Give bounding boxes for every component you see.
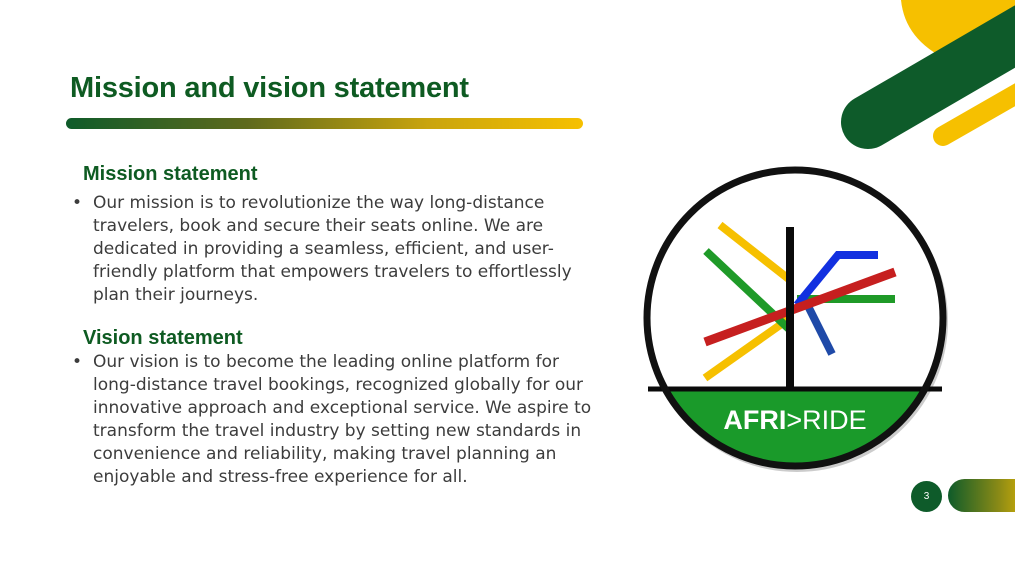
green-diagonal-bar: [841, 5, 1015, 149]
logo-brand-bold: AFRI: [723, 405, 787, 435]
footer-gradient-tab: [948, 479, 1015, 512]
vision-bullet: • Our vision is to become the leading on…: [72, 351, 597, 489]
logo-brand-text: AFRI>RIDE: [672, 405, 918, 436]
bullet-dot: •: [72, 193, 83, 213]
mission-heading: Mission statement: [83, 163, 258, 185]
logo-border: [643, 166, 947, 470]
logo-yellow-upper-line: [717, 221, 793, 284]
bullet-dot: •: [72, 352, 83, 372]
yellow-diagonal-bar: [933, 83, 1015, 146]
page-number: 3: [911, 481, 942, 512]
logo-navy-line: [801, 298, 836, 356]
vision-text: Our vision is to become the leading onli…: [93, 352, 592, 487]
mission-bullet: • Our mission is to revolutionize the wa…: [72, 192, 597, 307]
mission-text: Our mission is to revolutionize the way …: [93, 193, 572, 305]
logo-red-line: [703, 267, 897, 347]
vision-heading: Vision statement: [83, 327, 243, 349]
slide-title: Mission and vision statement: [70, 72, 469, 104]
logo-blue-line: [793, 251, 878, 308]
logo-brand-rest: >RIDE: [786, 405, 867, 435]
logo-yellow-lower-line: [702, 314, 793, 382]
title-underline-bar: [66, 118, 583, 129]
